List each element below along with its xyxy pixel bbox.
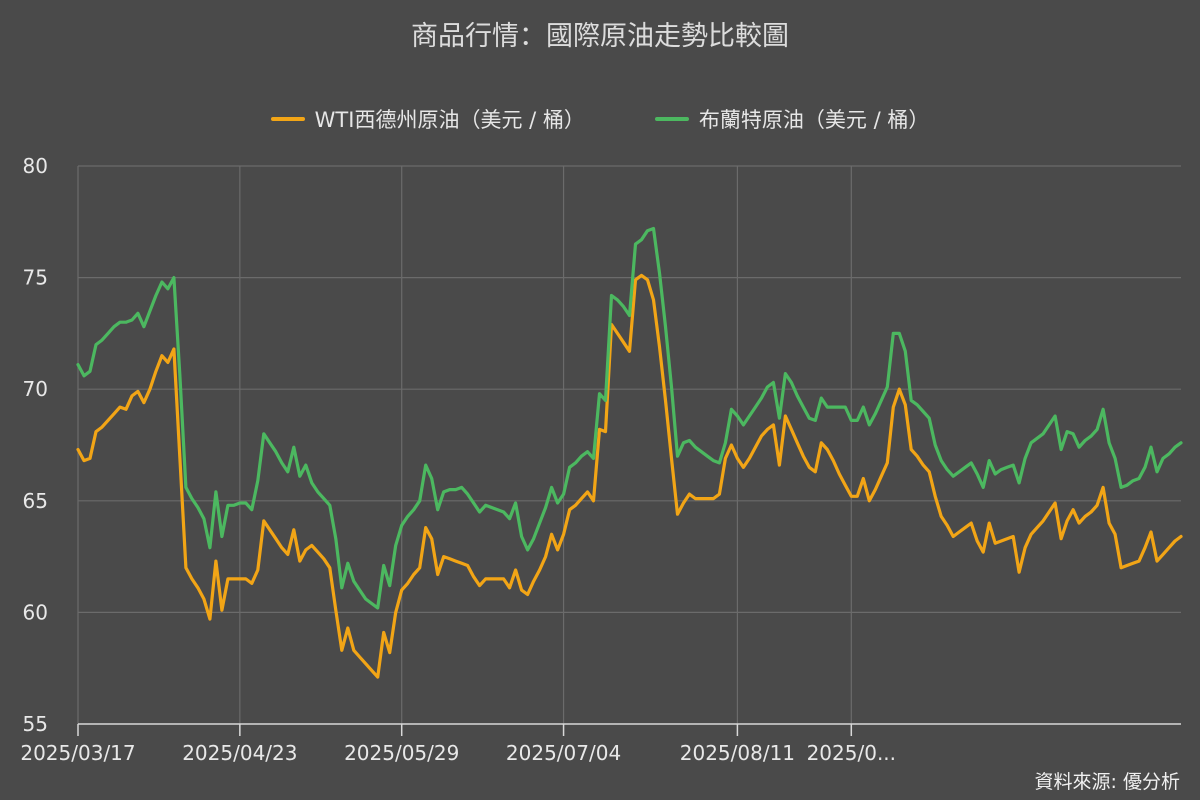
x-tick-label: 2025/03/17 (20, 741, 135, 765)
series-lines (76, 226, 1183, 679)
x-tick-label: 2025/08/11 (680, 741, 795, 765)
y-tick-label: 55 (23, 712, 48, 736)
legend-swatch-wti (270, 117, 305, 121)
legend-item-brent[interactable]: 布蘭特原油（美元 / 桶） (654, 104, 930, 134)
y-tick-label: 60 (23, 600, 48, 624)
legend-label-wti: WTI西德州原油（美元 / 桶） (314, 108, 585, 132)
y-tick-label: 65 (23, 489, 48, 513)
legend-label-brent: 布蘭特原油（美元 / 桶） (698, 108, 930, 132)
y-tick-label: 75 (23, 266, 48, 290)
series-line-brent (76, 226, 1183, 610)
source-note: 資料來源: 優分析 (1034, 771, 1180, 793)
chart-legend: WTI西德州原油（美元 / 桶） 布蘭特原油（美元 / 桶） (0, 104, 1200, 134)
axes: 55 60 65 70 75 80 2025/03/17 2025/04/23 2025/05/… (20, 154, 1181, 765)
series-line-wti (76, 273, 1183, 679)
chart-title: 商品行情：國際原油走勢比較圖 (411, 21, 789, 52)
x-tick-label: 2025/0... (807, 741, 896, 765)
y-tick-label: 70 (23, 377, 48, 401)
grid-lines (77, 165, 1181, 724)
x-tick-label: 2025/04/23 (182, 741, 297, 765)
x-tick-label: 2025/05/29 (344, 741, 459, 765)
legend-swatch-brent (654, 117, 689, 121)
y-tick-label: 80 (23, 154, 48, 178)
legend-item-wti[interactable]: WTI西德州原油（美元 / 桶） (270, 104, 585, 134)
x-tick-label: 2025/07/04 (506, 741, 621, 765)
